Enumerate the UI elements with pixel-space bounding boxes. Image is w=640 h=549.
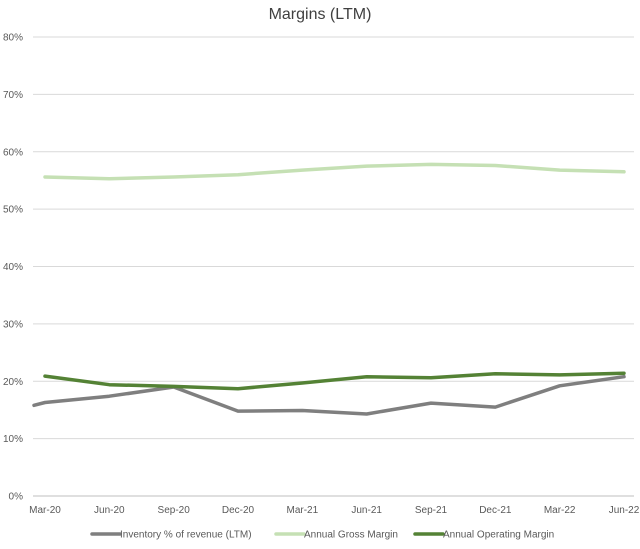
y-tick-label: 60% [3, 147, 23, 158]
x-axis-ticks: Mar-20 Jun-20 Sep-20 Dec-20 Mar-21 Jun-21 Sep-… [29, 505, 640, 516]
legend: Inventory % of revenue (LTM) Annual Gross… [90, 530, 554, 541]
x-tick-label: Jun-20 [94, 505, 125, 516]
series-line-3 [43, 371, 626, 391]
x-tick-label: Sep-20 [158, 505, 191, 516]
x-tick-label: Dec-20 [222, 505, 255, 516]
y-tick-label: 80% [3, 33, 23, 44]
legend-label-3: Annual Operating Margin [443, 530, 554, 541]
series-lines [32, 162, 626, 416]
x-tick-label: Jun-21 [351, 505, 382, 516]
x-tick-label: Mar-22 [544, 505, 576, 516]
y-tick-label: 10% [3, 434, 23, 445]
chart-title: Margins (LTM) [269, 6, 372, 23]
y-tick-label: 40% [3, 262, 23, 273]
y-tick-label: 30% [3, 319, 23, 330]
y-tick-label: 0% [9, 492, 24, 503]
gridlines [33, 36, 634, 497]
x-tick-label: Mar-21 [286, 505, 318, 516]
series-line-1 [32, 374, 626, 416]
legend-label-2: Annual Gross Margin [304, 530, 398, 541]
x-tick-label: Sep-21 [415, 505, 448, 516]
legend-label-1: Inventory % of revenue (LTM) [120, 530, 252, 541]
y-axis-ticks: 0% 10% 20% 30% 40% 50% 60% 70% 80% [3, 33, 23, 503]
x-tick-label: Dec-21 [479, 505, 512, 516]
x-tick-label: Jun-22 [609, 505, 640, 516]
y-tick-label: 70% [3, 90, 23, 101]
series-line-2 [43, 162, 626, 181]
y-tick-label: 20% [3, 377, 23, 388]
x-tick-label: Mar-20 [29, 505, 61, 516]
y-tick-label: 50% [3, 205, 23, 216]
